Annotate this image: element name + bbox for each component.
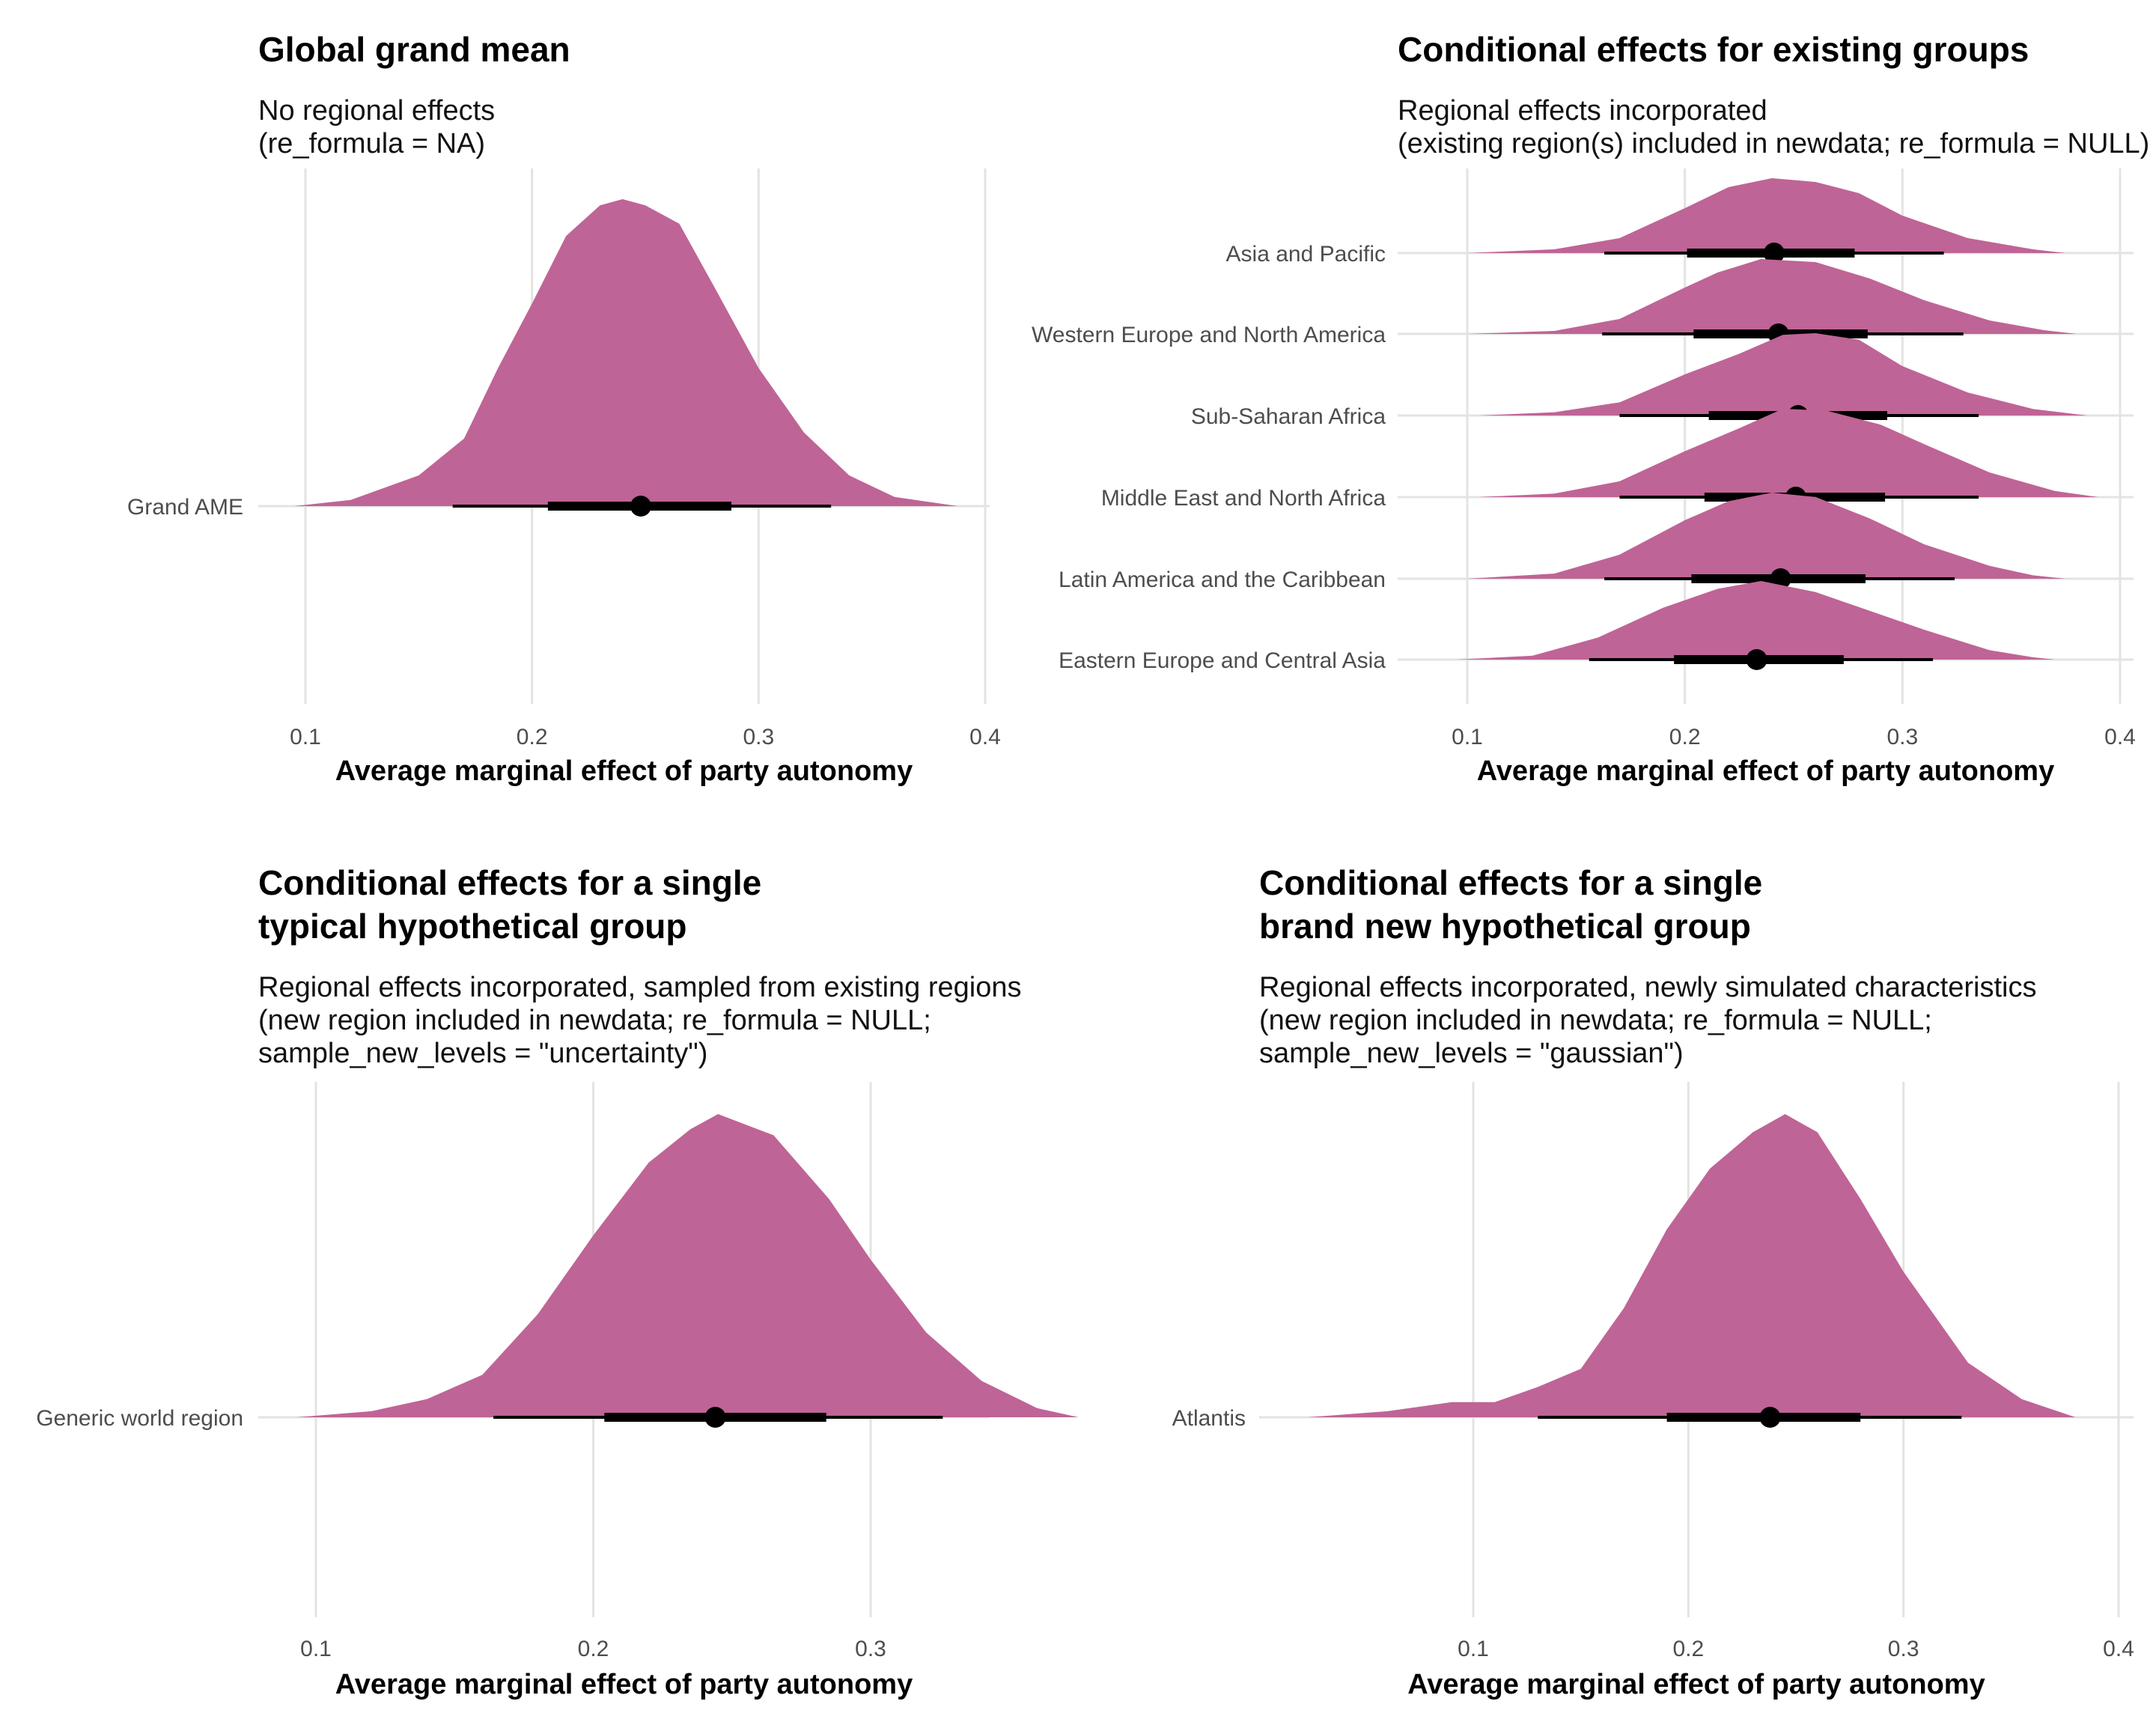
- median-point: [1759, 1407, 1781, 1428]
- x-tick-label: 0.4: [2104, 725, 2136, 749]
- chart-subtitle: (new region included in newdata; re_form…: [1259, 1005, 1932, 1036]
- y-tick-label: Western Europe and North America: [1032, 323, 1386, 347]
- y-tick-label: Generic world region: [36, 1406, 243, 1431]
- y-tick-label: Middle East and North Africa: [1101, 486, 1386, 511]
- chart-subtitle: (new region included in newdata; re_form…: [258, 1005, 931, 1036]
- y-tick-label: Atlantis: [1172, 1406, 1246, 1431]
- median-point: [1746, 649, 1767, 670]
- y-tick-label: Latin America and the Caribbean: [1059, 568, 1386, 592]
- y-tick-label: Sub-Saharan Africa: [1191, 404, 1386, 429]
- chart-title: Conditional effects for a single: [258, 863, 761, 902]
- chart-subtitle: Regional effects incorporated, newly sim…: [1259, 972, 2036, 1003]
- x-tick-label: 0.4: [2103, 1637, 2134, 1661]
- density-1: [296, 1114, 1079, 1417]
- median-point: [1763, 243, 1785, 264]
- density-1: [1467, 178, 2066, 253]
- density-4: [1478, 409, 2098, 497]
- density-2: [1467, 259, 2077, 334]
- y-tick-label: Asia and Pacific: [1226, 242, 1386, 267]
- x-axis-label: Average marginal effect of party autonom…: [335, 755, 913, 787]
- density-6: [1456, 581, 2055, 660]
- chart-subtitle: Regional effects incorporated: [1398, 95, 1767, 127]
- chart-title: brand new hypothetical group: [1259, 907, 1751, 946]
- x-tick-label: 0.2: [1672, 1637, 1704, 1661]
- x-axis-label: Average marginal effect of party autonom…: [1477, 755, 2054, 787]
- x-tick-label: 0.1: [1458, 1637, 1489, 1661]
- chart-subtitle: Regional effects incorporated, sampled f…: [258, 972, 1022, 1003]
- x-tick-label: 0.3: [1886, 725, 1918, 749]
- panel-4: Conditional effects for a single brand ne…: [1172, 863, 2134, 1700]
- density-1: [1307, 1114, 2076, 1417]
- median-point: [630, 496, 651, 517]
- chart-subtitle: (re_formula = NA): [258, 128, 485, 159]
- chart-subtitle: (existing region(s) included in newdata;…: [1398, 128, 2149, 159]
- x-axis-label: Average marginal effect of party autonom…: [1407, 1669, 1985, 1700]
- chart-title: Global grand mean: [258, 30, 570, 69]
- density-5: [1467, 493, 2066, 579]
- y-tick-label: Eastern Europe and Central Asia: [1059, 648, 1386, 673]
- chart-subtitle: sample_new_levels = "gaussian"): [1259, 1038, 1684, 1069]
- x-axis-label: Average marginal effect of party autonom…: [335, 1669, 913, 1700]
- x-tick-label: 0.1: [290, 725, 321, 749]
- panel-3: Conditional effects for a single typical …: [36, 863, 1079, 1700]
- panel-1: Global grand mean No regional effects(re_…: [127, 30, 1001, 787]
- x-tick-label: 0.1: [300, 1637, 332, 1661]
- panel-2: Conditional effects for existing groups R…: [1032, 30, 2149, 787]
- chart-title: typical hypothetical group: [258, 907, 687, 946]
- chart-title: Conditional effects for existing groups: [1398, 30, 2029, 69]
- x-tick-label: 0.1: [1452, 725, 1483, 749]
- x-tick-label: 0.4: [969, 725, 1001, 749]
- chart-title: Conditional effects for a single: [1259, 863, 1762, 902]
- y-tick-label: Grand AME: [127, 495, 243, 520]
- x-tick-label: 0.3: [1888, 1637, 1919, 1661]
- density-1: [293, 199, 958, 506]
- x-tick-label: 0.2: [578, 1637, 609, 1661]
- median-point: [704, 1407, 726, 1428]
- x-tick-label: 0.2: [517, 725, 548, 749]
- density-3: [1478, 333, 2088, 416]
- x-tick-label: 0.3: [855, 1637, 886, 1661]
- chart-subtitle: No regional effects: [258, 95, 495, 127]
- x-tick-label: 0.3: [743, 725, 774, 749]
- chart-subtitle: sample_new_levels = "uncertainty"): [258, 1038, 707, 1069]
- x-tick-label: 0.2: [1669, 725, 1701, 749]
